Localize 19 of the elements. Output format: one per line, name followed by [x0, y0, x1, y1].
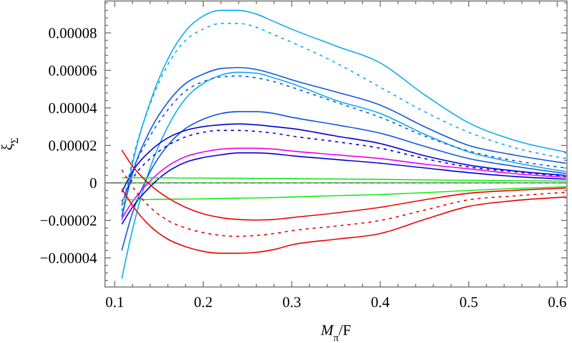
y-tick-label: −0.00004 [40, 250, 98, 267]
line-series [121, 186, 567, 200]
line-series [121, 188, 567, 254]
y-tick-label: −0.00002 [40, 213, 97, 230]
x-axis-title: M$_{π}$/F [320, 323, 352, 343]
line-series [121, 111, 567, 252]
x-tick-label: 0.5 [459, 295, 478, 311]
line-series [121, 72, 567, 280]
x-tick-label: 0.1 [105, 295, 124, 311]
y-tick-label: 0 [90, 176, 97, 192]
line-series [121, 169, 567, 237]
x-tick-label: 0.3 [282, 295, 302, 311]
x-tick-label: 0.6 [548, 295, 568, 311]
x-tick-label: 0.2 [194, 295, 213, 311]
y-tick-label: 0.00002 [48, 138, 97, 154]
y-tick-label: 0.00004 [48, 100, 98, 117]
x-tick-label: 0.4 [370, 295, 390, 311]
y-tick-label: 0.00006 [48, 63, 98, 80]
y-tick-label: 0.00008 [48, 26, 97, 42]
